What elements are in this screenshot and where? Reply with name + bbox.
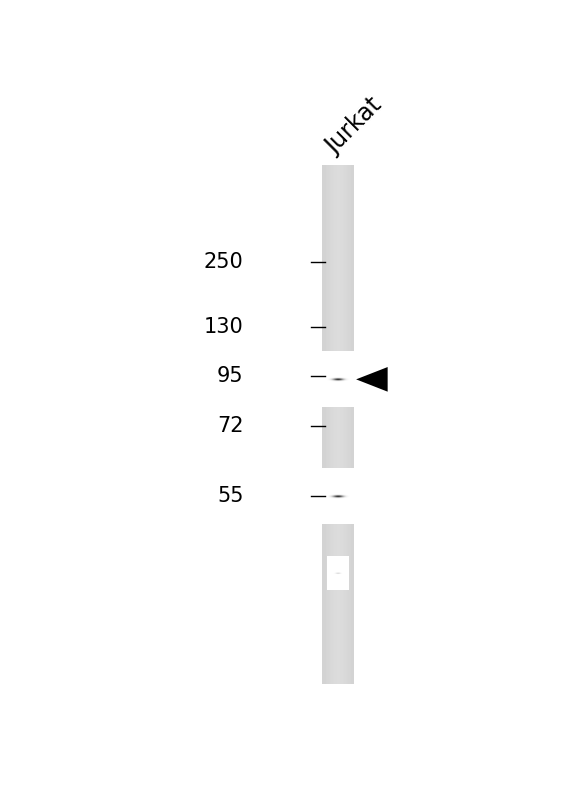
Polygon shape <box>356 367 388 392</box>
Text: 130: 130 <box>204 317 244 337</box>
Text: 95: 95 <box>217 366 244 386</box>
Text: 55: 55 <box>217 486 244 506</box>
Text: 72: 72 <box>217 415 244 435</box>
Text: Jurkat: Jurkat <box>321 94 386 159</box>
Text: 250: 250 <box>204 252 244 272</box>
